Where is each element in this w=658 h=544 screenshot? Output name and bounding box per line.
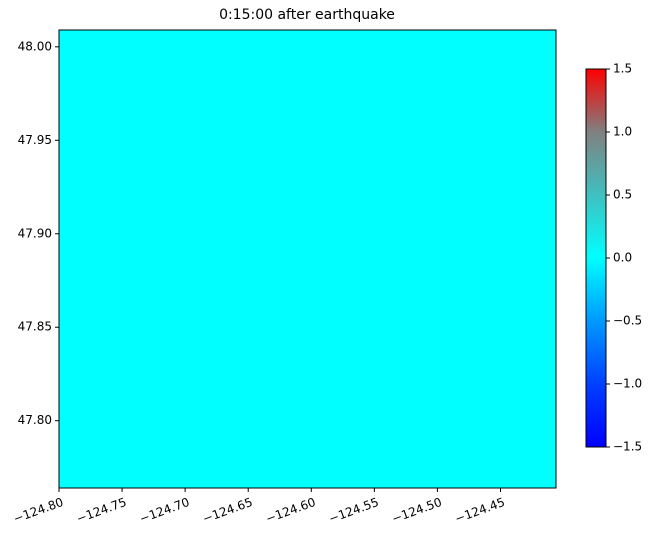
colorbar-tick-label: 0.0 (613, 251, 632, 265)
chart-title: 0:15:00 after earthquake (219, 7, 395, 23)
plot-frame (58, 29, 557, 489)
y-tick-label: 47.85 (18, 320, 52, 334)
colorbar-tick-label: 1.5 (613, 62, 632, 76)
colorbar-tick-label: 1.0 (613, 125, 632, 139)
heatmap-cell (59, 30, 556, 488)
x-tick-label: −124.80 (12, 495, 66, 526)
y-tick-label: 47.80 (18, 413, 52, 427)
colorbar-tick-label: −1.5 (613, 440, 642, 454)
x-tick-label: −124.55 (327, 495, 381, 526)
colorbar (585, 68, 607, 448)
x-tick-label: −124.45 (453, 495, 507, 526)
x-tick-label: −124.50 (390, 495, 444, 526)
y-tick-label: 48.00 (18, 39, 52, 53)
x-tick-label: −124.65 (201, 495, 255, 526)
y-tick-label: 47.95 (18, 133, 52, 147)
x-tick-label: −124.60 (264, 495, 318, 526)
colorbar-tick-label: 0.5 (613, 188, 632, 202)
x-tick-label: −124.75 (75, 495, 129, 526)
colorbar-tick-label: −0.5 (613, 314, 642, 328)
x-tick-label: −124.70 (138, 495, 192, 526)
y-tick-label: 47.90 (18, 226, 52, 240)
colorbar-tick-label: −1.0 (613, 377, 642, 391)
